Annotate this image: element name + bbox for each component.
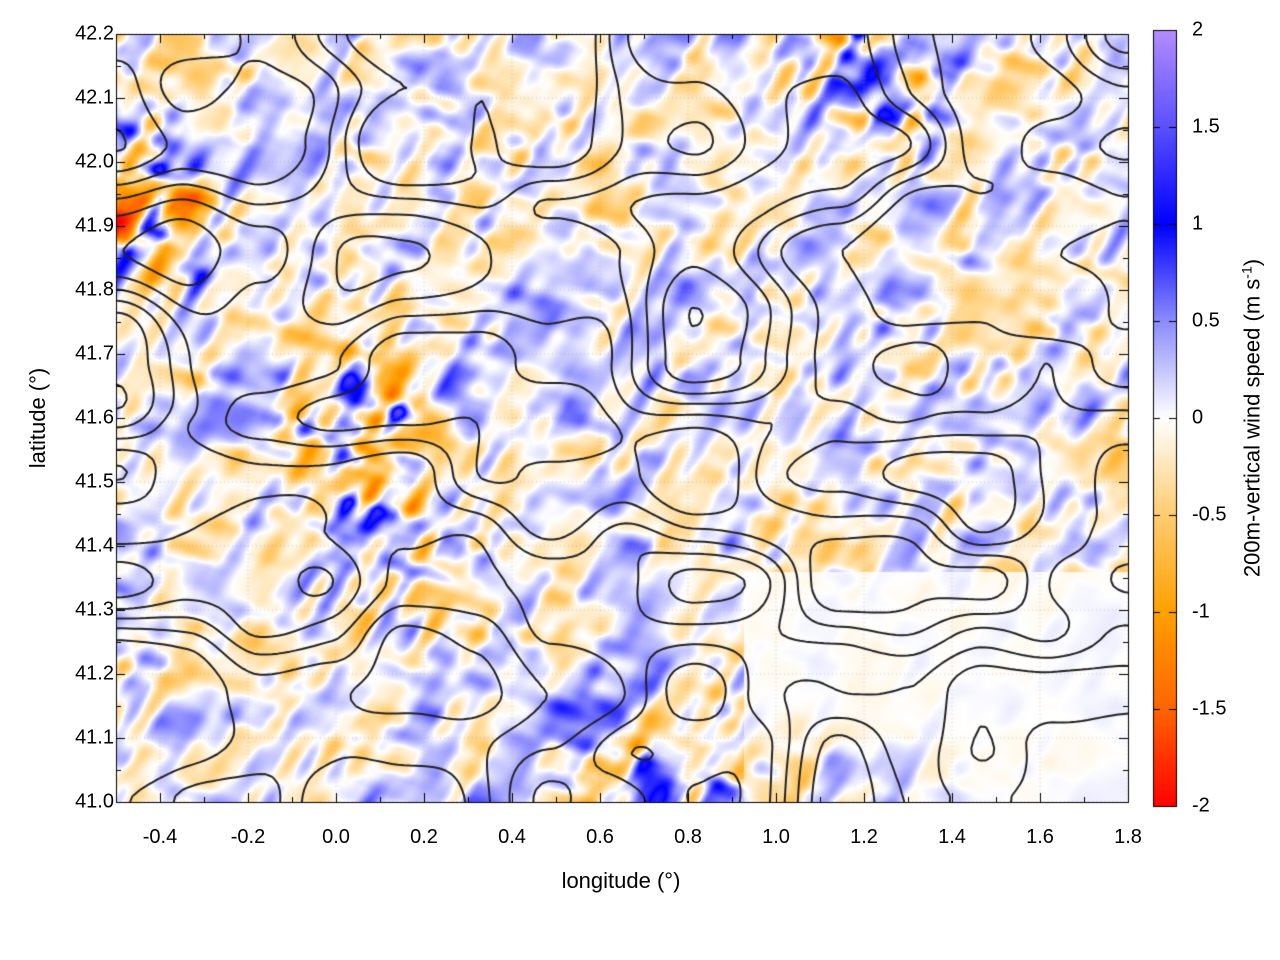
x-tick-label: -0.4: [142, 826, 178, 848]
y-tick-label: 41.0: [75, 790, 114, 813]
colorbar-tick-label: -1: [1192, 600, 1210, 623]
colorbar-tick-label: -2: [1192, 794, 1210, 817]
colorbar-label-exponent: -1: [1238, 266, 1255, 279]
x-tick-label: 0.2: [410, 826, 438, 848]
y-tick-label: 41.7: [75, 342, 114, 365]
colorbar-tick-label: 2: [1192, 18, 1204, 41]
x-tick-label: 0.8: [674, 826, 702, 848]
colorbar-label-close: ): [1239, 258, 1265, 267]
y-tick-label: 42.2: [75, 22, 114, 45]
colorbar-tick-label: -1.5: [1192, 697, 1227, 720]
x-tick-label: 0.6: [586, 826, 614, 848]
x-tick-label: 0.0: [322, 826, 350, 848]
x-tick-label: 1.0: [762, 826, 790, 848]
y-tick-label: 41.6: [75, 406, 114, 429]
y-axis-label: latitude (°): [25, 367, 50, 469]
colorbar-tick-label: 1: [1192, 212, 1204, 235]
x-tick-label: 1.2: [850, 826, 878, 848]
y-tick-label: 42.1: [75, 86, 114, 109]
y-tick-label: 41.9: [75, 214, 114, 237]
colorbar-tick-label: 0: [1192, 406, 1204, 429]
colorbar-tick-label: -0.5: [1192, 503, 1227, 526]
y-tick-label: 41.3: [75, 598, 114, 621]
y-tick-label: 42.0: [75, 150, 114, 173]
y-tick-label: 41.2: [75, 662, 114, 685]
colorbar-label-main: 200m-vertical wind speed (m s: [1239, 278, 1265, 578]
x-tick-label: 1.8: [1114, 826, 1142, 848]
y-tick-label: 41.8: [75, 278, 114, 301]
y-tick-label: 41.4: [75, 534, 114, 557]
x-tick-label: 1.6: [1026, 826, 1054, 848]
y-tick-label: 41.5: [75, 470, 114, 493]
colorbar-tick-label: 1.5: [1192, 115, 1220, 138]
colorbar-tick-label: 0.5: [1192, 309, 1220, 332]
x-axis-label: longitude (°): [561, 868, 681, 893]
x-tick-label: 1.4: [938, 826, 966, 848]
colorbar-label: 200m-vertical wind speed (m s-1): [1238, 259, 1265, 577]
y-tick-label: 41.1: [75, 726, 114, 749]
x-tick-label: -0.2: [230, 826, 266, 848]
x-tick-label: 0.4: [498, 826, 526, 848]
